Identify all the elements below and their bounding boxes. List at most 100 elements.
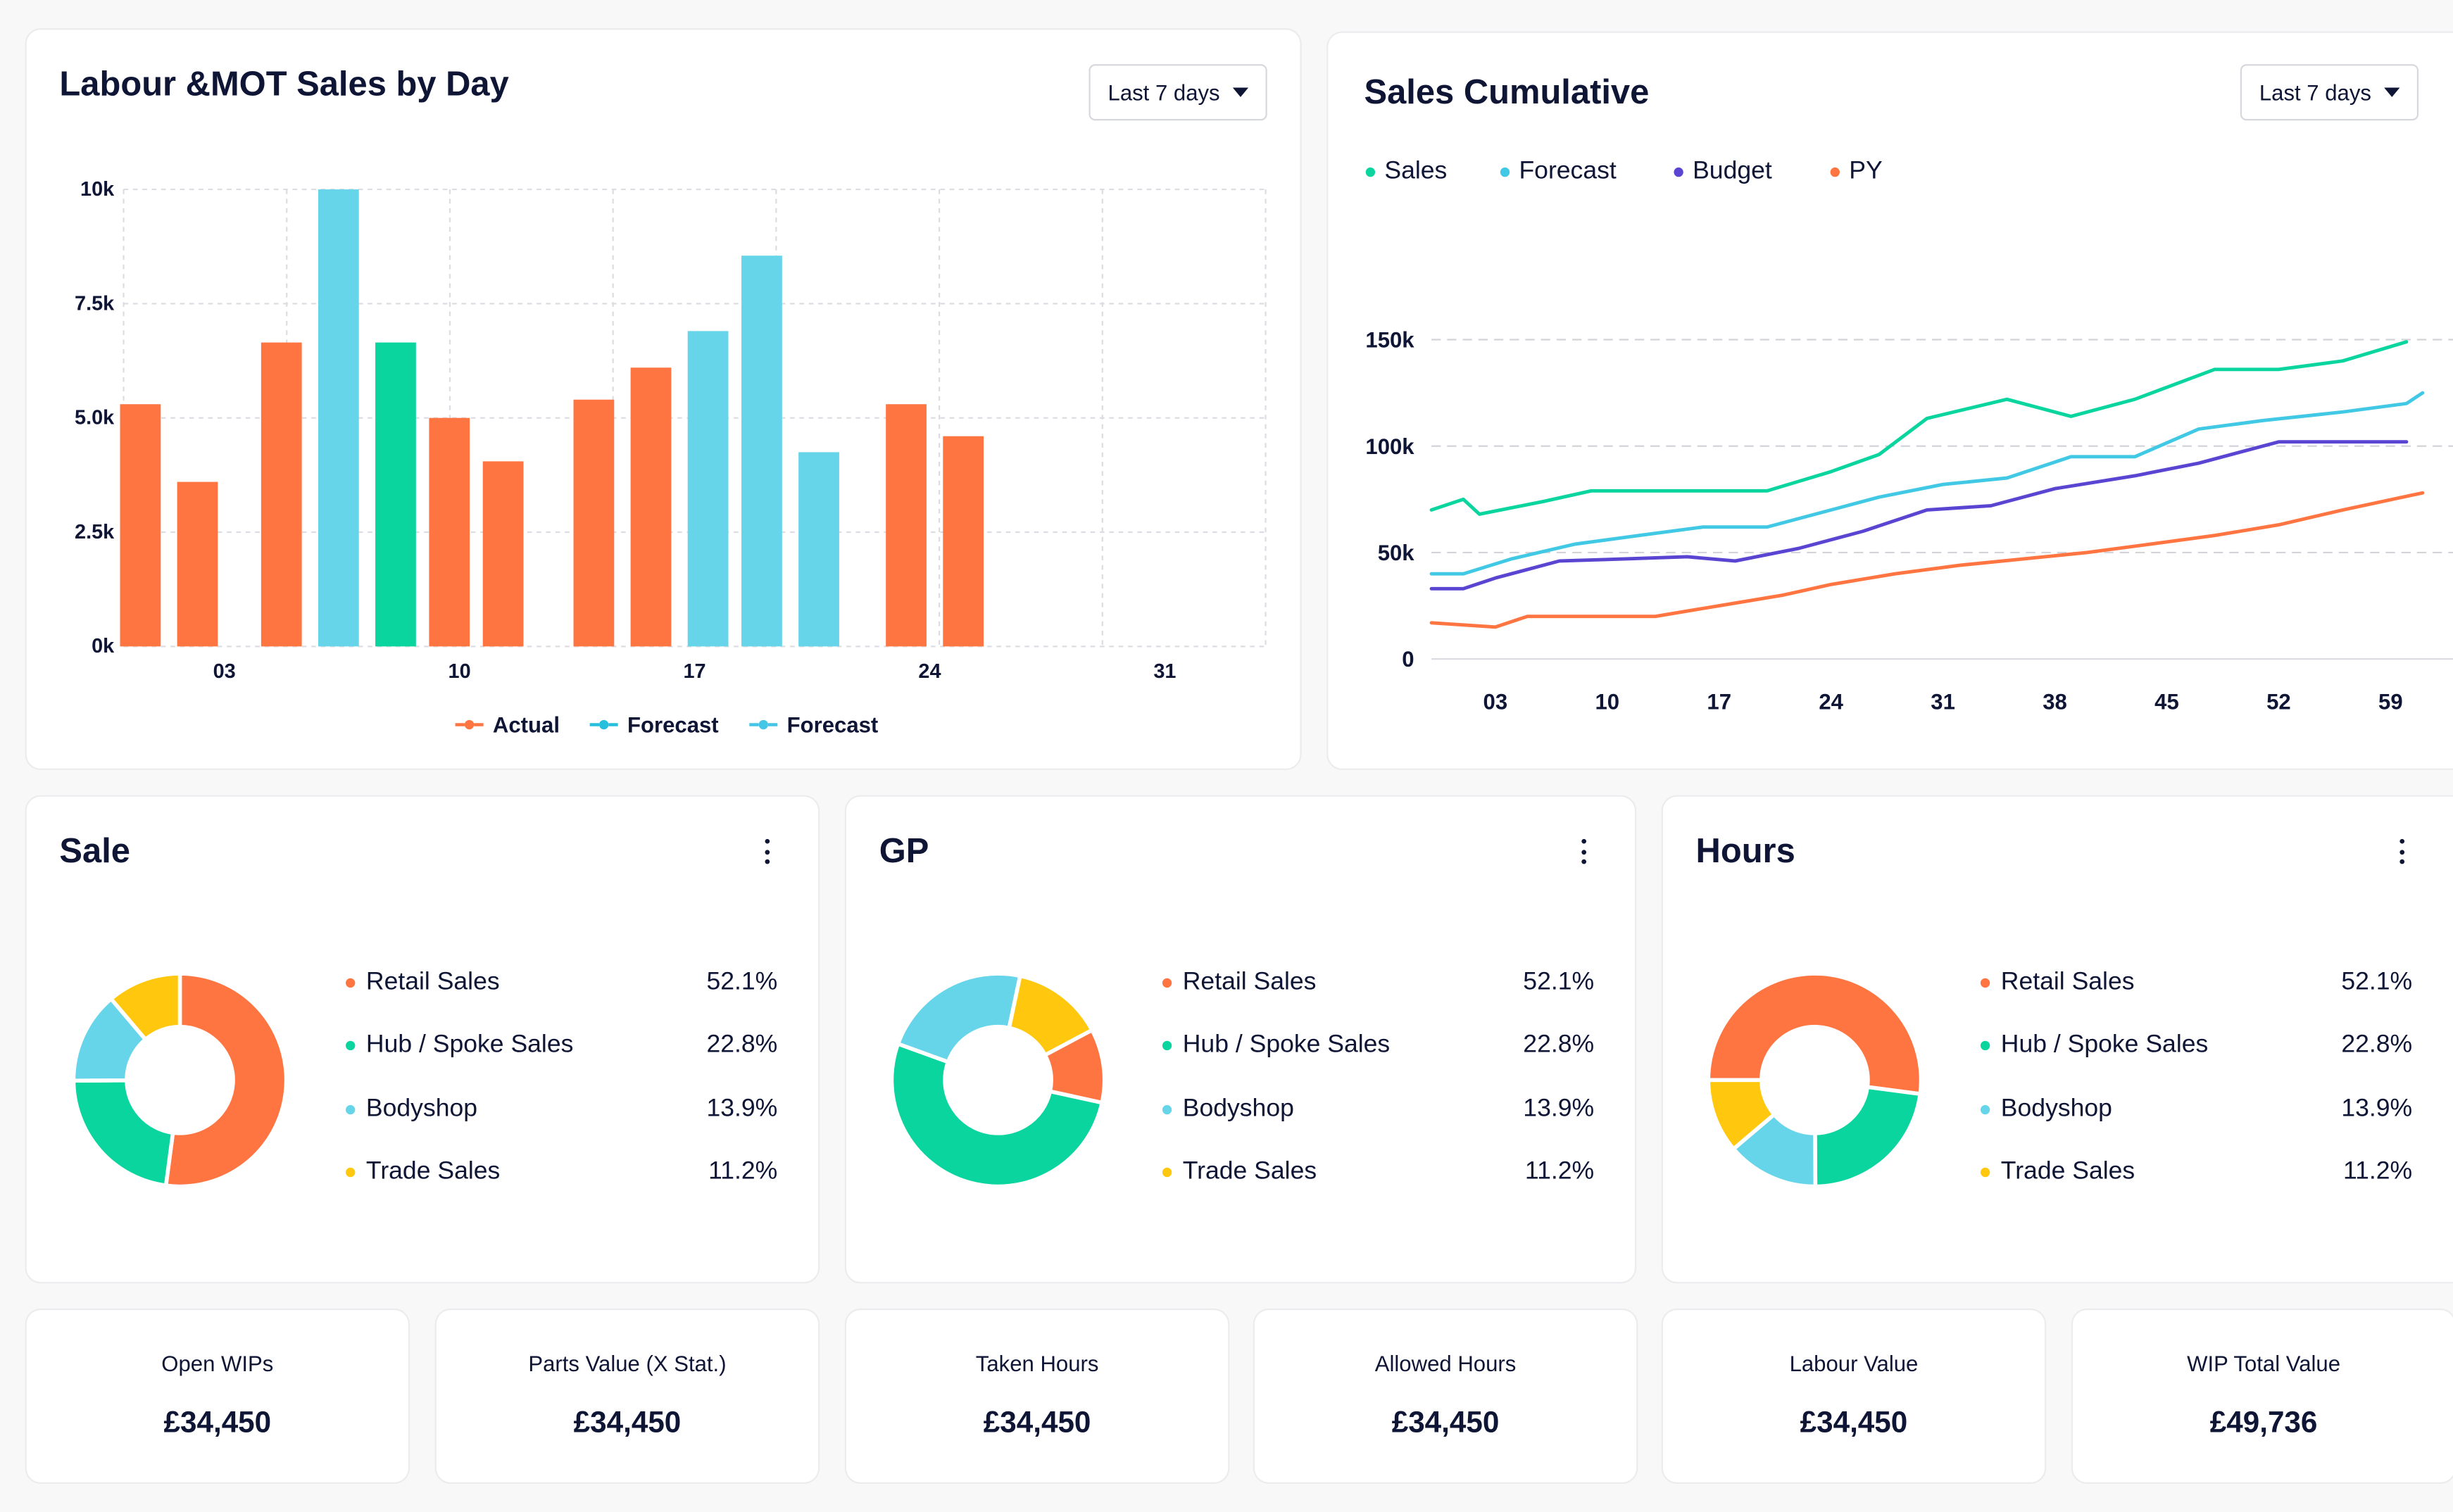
kebab-menu-icon[interactable]: [757, 836, 776, 867]
series-line-py[interactable]: [1429, 491, 2425, 629]
x-tick-label: 10: [1595, 689, 1619, 714]
legend-row: Trade Sales 11.2%: [1162, 1158, 1594, 1186]
legend-item-forecast[interactable]: Forecast: [1500, 158, 1617, 187]
legend-value: 52.1%: [706, 969, 778, 996]
stat-label: Labour Value: [1789, 1350, 1919, 1376]
legend-row: Retail Sales 52.1%: [1980, 969, 2413, 997]
y-tick-label: 100k: [1365, 434, 1414, 459]
x-tick-label: 17: [683, 660, 705, 683]
legend-row: Bodyshop 13.9%: [1162, 1096, 1594, 1124]
x-tick-label: 59: [2378, 689, 2403, 714]
stat-card-parts-value[interactable]: Parts Value (X Stat.) £34,450: [434, 1308, 820, 1484]
bar-forecast[interactable]: [687, 331, 729, 647]
stat-label: Open WIPs: [161, 1350, 274, 1376]
x-tick-label: 38: [2043, 689, 2067, 714]
legend-label: Forecast: [786, 712, 879, 738]
bar-actual[interactable]: [886, 404, 927, 647]
legend-dot-icon: [1980, 978, 1990, 988]
y-tick-label: 7.5k: [75, 292, 115, 315]
bar-actual[interactable]: [573, 399, 615, 647]
bar-actual[interactable]: [177, 481, 218, 647]
y-tick-label: 0: [1402, 647, 1414, 672]
legend-dot-icon: [1162, 1167, 1172, 1178]
series-line-sales[interactable]: [1429, 340, 2409, 516]
bar-actual[interactable]: [482, 461, 524, 647]
kebab-menu-icon[interactable]: [2392, 836, 2411, 867]
x-tick-label: 24: [918, 660, 941, 683]
bar-forecast[interactable]: [741, 256, 782, 647]
series-line-budget[interactable]: [1429, 440, 2409, 591]
bar-forecast[interactable]: [318, 189, 359, 647]
legend-item-forecast[interactable]: Forecast: [589, 712, 719, 738]
stat-value: £34,450: [573, 1407, 682, 1440]
legend-label: Forecast: [627, 712, 719, 738]
legend-row: Retail Sales 52.1%: [346, 969, 777, 997]
labour-bar-chart: 0k 2.5k 5.0k 7.5k 10k 03 10 17 24 31: [75, 178, 1267, 683]
gp-card: GP Retail Sales 52.1% Hub / Spoke Sales 22…: [844, 795, 1637, 1284]
x-tick-label: 17: [1707, 689, 1731, 714]
legend-item-forecast-2[interactable]: Forecast: [749, 712, 879, 738]
donut-slice-retail-sales[interactable]: [163, 971, 289, 1189]
legend-dot-icon: [1162, 978, 1172, 988]
legend-item-budget[interactable]: Budget: [1674, 158, 1772, 187]
legend-dot-icon: [1162, 1104, 1172, 1115]
cumulative-period-dropdown[interactable]: Last 7 days: [2240, 64, 2419, 121]
bar-actual[interactable]: [630, 367, 672, 647]
legend-value: 52.1%: [2341, 969, 2413, 996]
donut-slice-hub-spoke-sales[interactable]: [889, 1042, 1104, 1189]
stat-card-labour-value[interactable]: Labour Value £34,450: [1661, 1308, 2047, 1484]
stat-card-wip-total-value[interactable]: WIP Total Value £49,736: [2071, 1308, 2453, 1484]
sales-cumulative-line-chart: 0 50k 100k 150k 03 10 17 24 31 38 45 52 59: [1365, 328, 2453, 714]
legend-value: 13.9%: [706, 1095, 778, 1123]
sales-cumulative-title: Sales Cumulative: [1364, 72, 1650, 111]
x-tick-label: 31: [1931, 689, 1955, 714]
bar-actual[interactable]: [375, 342, 416, 647]
donut-slice-hub-spoke-sales[interactable]: [71, 1078, 175, 1187]
legend-dot-icon: [1674, 167, 1683, 177]
legend-dot-icon: [1980, 1040, 1990, 1051]
legend-label: Retail Sales: [365, 969, 500, 996]
sale-donut-chart: [71, 971, 289, 1189]
legend-dot-icon: [346, 1040, 356, 1051]
legend-value: 11.2%: [708, 1158, 778, 1185]
stat-card-allowed-hours[interactable]: Allowed Hours £34,450: [1253, 1308, 1638, 1484]
donut-slice-trade-sales[interactable]: [108, 971, 182, 1042]
dash-marker-icon: [589, 719, 618, 731]
bar-actual[interactable]: [429, 417, 470, 647]
donut-slice-trade-sales[interactable]: [1007, 974, 1094, 1057]
donut-slice-trade-sales[interactable]: [1706, 1078, 1776, 1151]
legend-item-sales[interactable]: Sales: [1365, 158, 1447, 187]
labour-period-dropdown[interactable]: Last 7 days: [1089, 64, 1267, 121]
stat-label: Taken Hours: [975, 1350, 1099, 1376]
kebab-menu-icon[interactable]: [1574, 836, 1593, 867]
legend-value: 22.8%: [2341, 1031, 2413, 1059]
legend-item-actual[interactable]: Actual: [455, 712, 560, 737]
chevron-down-icon: [1232, 87, 1248, 97]
bar-actual[interactable]: [120, 404, 161, 647]
legend-item-py[interactable]: PY: [1830, 158, 1883, 187]
x-tick-label: 24: [1819, 689, 1843, 714]
y-tick-label: 10k: [80, 178, 115, 201]
stat-label: WIP Total Value: [2187, 1350, 2341, 1376]
stat-label: Allowed Hours: [1374, 1350, 1517, 1376]
stat-card-taken-hours[interactable]: Taken Hours £34,450: [844, 1308, 1230, 1484]
donut-slice-hub-spoke-sales[interactable]: [1813, 1085, 1922, 1189]
bar-forecast[interactable]: [798, 452, 839, 647]
gp-donut-chart: [889, 971, 1107, 1189]
x-tick-label: 52: [2266, 689, 2291, 714]
legend-value: 52.1%: [1523, 969, 1595, 996]
bar-actual[interactable]: [261, 342, 302, 647]
donut-slice-retail-sales[interactable]: [1706, 971, 1924, 1096]
bar-actual[interactable]: [943, 436, 984, 647]
legend-value: 22.8%: [706, 1031, 778, 1059]
donut-slice-bodyshop[interactable]: [896, 971, 1022, 1064]
x-tick-label: 10: [448, 660, 471, 683]
stat-card-open-wips[interactable]: Open WIPs £34,450: [25, 1308, 410, 1484]
legend-label: Bodyshop: [2000, 1095, 2112, 1123]
stat-value: £34,450: [1391, 1407, 1500, 1440]
legend-label: PY: [1849, 158, 1883, 185]
labour-sales-title: Labour &MOT Sales by Day: [59, 64, 509, 103]
sale-title: Sale: [59, 831, 131, 871]
series-line-forecast[interactable]: [1429, 391, 2425, 576]
legend-label: Retail Sales: [1182, 969, 1317, 996]
